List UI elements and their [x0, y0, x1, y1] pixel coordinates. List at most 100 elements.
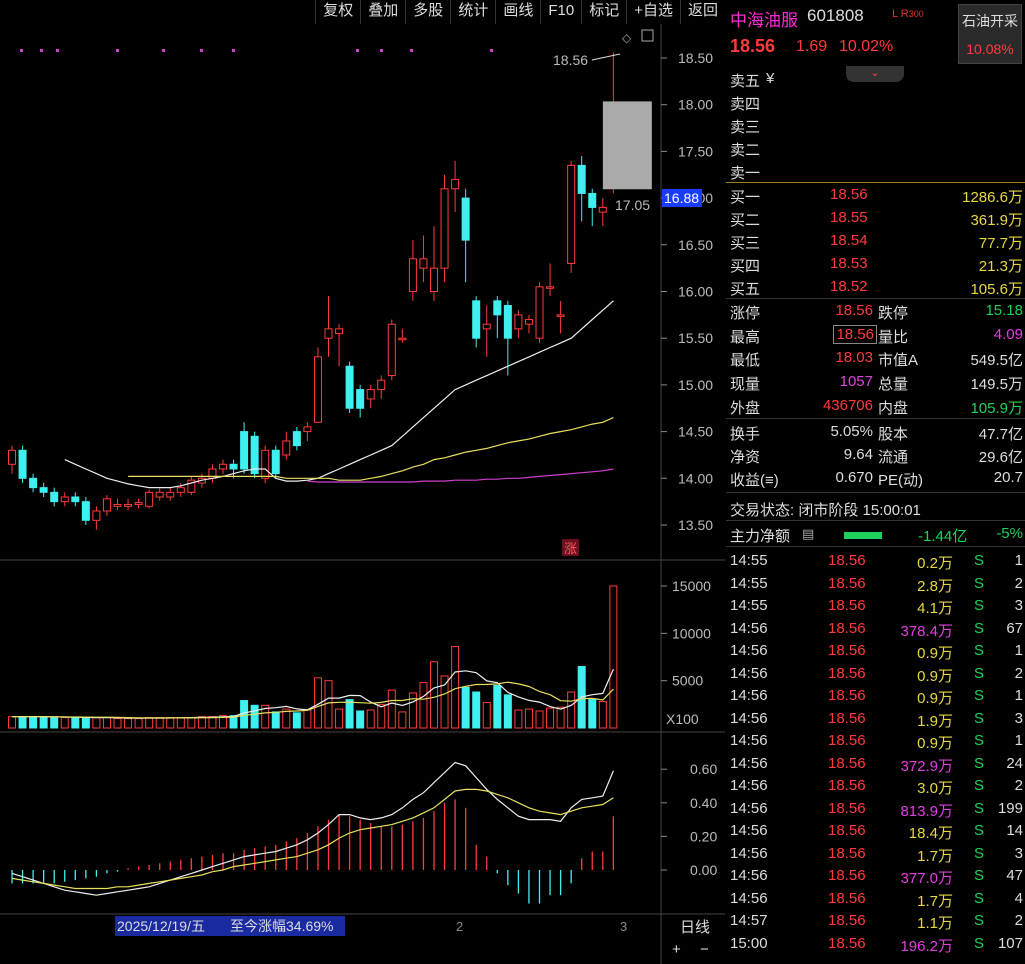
candle-body [313, 356, 322, 423]
ask-row-5[interactable]: 卖五 ¥ [730, 70, 775, 90]
tick-row[interactable]: 14:55 18.56 2.8万 S 2 [726, 573, 1025, 596]
tick-row[interactable]: 14:56 18.56 1.9万 S 3 [726, 708, 1025, 731]
tick-time: 14:56 [730, 889, 768, 907]
tick-row[interactable]: 14:56 18.56 0.9万 S 1 [726, 730, 1025, 753]
candle-body [29, 477, 38, 489]
ma-yellow-line [128, 417, 614, 481]
tick-side: S [974, 934, 985, 952]
tick-row[interactable]: 14:56 18.56 378.4万 S 67 [726, 618, 1025, 641]
volume-bar [546, 707, 555, 729]
tick-row[interactable]: 14:56 18.56 1.7万 S 3 [726, 843, 1025, 866]
candle-body [356, 389, 365, 409]
tick-row[interactable]: 14:56 18.56 377.0万 S 47 [726, 865, 1025, 888]
zoom-out-button[interactable]: − [700, 941, 709, 958]
price-change-pct: 10.02% [839, 38, 894, 55]
toolbar-multi-stock[interactable]: 多股 [405, 0, 450, 24]
tick-count: 2 [1014, 574, 1023, 592]
toolbar-add-watchlist[interactable]: +自选 [626, 0, 680, 24]
tick-time: 14:56 [730, 822, 768, 839]
tick-row[interactable]: 15:00 18.56 196.2万 S 107 [726, 933, 1025, 956]
volume-bar [71, 717, 80, 729]
tick-row[interactable]: 14:55 18.56 4.1万 S 3 [726, 595, 1025, 618]
tick-time: 14:56 [730, 754, 768, 772]
diamond-icon[interactable]: ◇ [622, 31, 632, 45]
ask-row-3[interactable]: 卖三 [730, 119, 761, 136]
trade-status: 交易状态: 闭市阶段 15:00:01 [730, 502, 921, 519]
candle-body [292, 431, 301, 447]
volume-bar [271, 711, 280, 729]
bid-row-2[interactable]: 买二 18.55 361.9万 [730, 209, 1023, 229]
tick-row[interactable]: 14:56 18.56 813.9万 S 199 [726, 798, 1025, 821]
candle-body [124, 503, 133, 507]
tick-volume: 1.7万 [917, 892, 953, 910]
bid-row-3[interactable]: 买三 18.54 77.7万 [730, 232, 1023, 252]
toolbar-draw-line[interactable]: 画线 [495, 0, 540, 24]
volume-bar [229, 715, 238, 729]
volume-bar [134, 718, 143, 729]
tick-row[interactable]: 14:56 18.56 3.0万 S 2 [726, 775, 1025, 798]
candle-body [39, 487, 48, 493]
sector-box[interactable]: 石油开采 10.08% [958, 4, 1022, 64]
candle-body [472, 300, 481, 339]
ma-magenta-line [307, 468, 614, 483]
volume-bar [451, 646, 460, 729]
volume-bar [598, 700, 607, 729]
bid-row-4[interactable]: 买四 18.53 21.3万 [730, 255, 1023, 275]
volume-bar [155, 717, 164, 729]
toolbar-overlay[interactable]: 叠加 [360, 0, 405, 24]
tick-side: S [974, 597, 985, 614]
tick-side: S [974, 754, 985, 772]
volume-bar [377, 703, 386, 729]
toolbar-back[interactable]: 返回 [679, 0, 725, 24]
ask-row-1[interactable]: 卖一 [730, 165, 761, 182]
volume-bar [567, 691, 576, 729]
tick-price: 18.56 [828, 574, 866, 592]
macd-tick-label: 0.20 [690, 828, 717, 844]
tick-row[interactable]: 14:56 18.56 18.4万 S 14 [726, 820, 1025, 843]
tick-row[interactable]: 14:56 18.56 0.9万 S 1 [726, 640, 1025, 663]
tick-time: 14:56 [730, 732, 768, 749]
tick-time: 14:56 [730, 867, 768, 884]
tick-row[interactable]: 14:56 18.56 0.9万 S 1 [726, 685, 1025, 708]
bid-row-1[interactable]: 买一 18.56 1286.6万 [730, 186, 1023, 206]
tick-row[interactable]: 14:56 18.56 372.9万 S 24 [726, 753, 1025, 776]
tick-row[interactable]: 14:56 18.56 1.7万 S 4 [726, 888, 1025, 911]
tick-row[interactable]: 14:56 18.56 0.9万 S 2 [726, 663, 1025, 686]
candle-body [398, 337, 407, 341]
panel-toggle-icon[interactable] [641, 29, 654, 42]
candlestick-series [8, 52, 652, 530]
event-dot [40, 49, 43, 52]
volume-bar [208, 716, 217, 729]
stock-name[interactable]: 中海油服 [730, 11, 798, 30]
period-button[interactable]: 日线 [680, 919, 710, 936]
tick-row[interactable]: 14:55 18.56 0.2万 S 1 [726, 550, 1025, 573]
ask-row-4[interactable]: 卖四 [730, 96, 761, 113]
quote-panel: 中海油服 601808 L R300 18.56 1.69 10.02% 石油开… [726, 0, 1025, 964]
price-tick-label: 16.00 [678, 284, 713, 300]
tick-side: S [974, 732, 985, 749]
zoom-in-button[interactable]: + [672, 941, 681, 958]
toolbar-mark[interactable]: 标记 [581, 0, 626, 24]
toolbar-f10[interactable]: F10 [540, 0, 581, 24]
toolbar-statistics[interactable]: 统计 [450, 0, 495, 24]
main-net-row[interactable]: 主力净额 ▤ -1.44亿 -5% [730, 525, 1023, 545]
bid-row-5[interactable]: 买五 18.52 105.6万 [730, 278, 1023, 298]
tick-side: S [974, 687, 985, 704]
list-icon[interactable]: ▤ [802, 526, 815, 541]
tick-time: 14:56 [730, 619, 768, 637]
tick-volume: 378.4万 [900, 622, 953, 640]
volume-bar [166, 717, 175, 729]
tick-row[interactable]: 14:57 18.56 1.1万 S 2 [726, 910, 1025, 933]
current-price-tag-bg [662, 189, 702, 207]
collapse-icon[interactable]: ⌄ [846, 66, 904, 82]
toolbar-restore-rights[interactable]: 复权 [315, 0, 360, 24]
candle-body [8, 449, 16, 465]
volume-bar [408, 692, 417, 729]
kline-chart[interactable]: 18.5018.0017.5017.0016.5016.0015.5015.00… [0, 24, 725, 964]
ask-row-2[interactable]: 卖二 [730, 142, 761, 159]
divider [726, 546, 1025, 547]
candle-body [451, 178, 460, 190]
candle-body [176, 487, 185, 493]
volume-bar [535, 710, 544, 729]
tick-list[interactable]: 14:55 18.56 0.2万 S 1 14:55 18.56 2.8万 S 2 14:55 18.… [726, 550, 1025, 960]
